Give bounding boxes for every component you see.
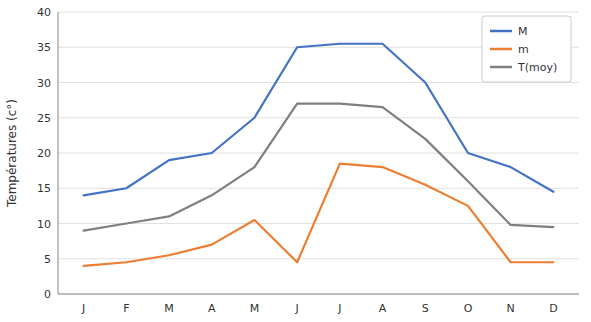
series-line xyxy=(84,164,554,266)
y-axis-label: Températures (c°) xyxy=(5,99,19,208)
x-axis-line xyxy=(58,294,579,295)
grid-line xyxy=(58,294,579,295)
grid-line xyxy=(58,188,579,189)
chart-container: 0 5 10 15 20 25 30 35 40 J F M A M J J A S O N D Températures… xyxy=(0,0,591,322)
x-tick-label: D xyxy=(549,302,557,315)
chart-svg: 0 5 10 15 20 25 30 35 40 J F M A M J J A S O N D Températures… xyxy=(0,0,591,322)
grid-line xyxy=(58,117,579,118)
x-tick-label: M xyxy=(164,302,174,315)
legend-swatch xyxy=(490,66,512,69)
y-tick-label: 25 xyxy=(37,112,51,125)
x-tick-label: F xyxy=(123,302,129,315)
legend-box xyxy=(482,16,571,82)
y-tick-label: 10 xyxy=(37,218,51,231)
grid-line xyxy=(58,12,579,13)
legend-label: M xyxy=(518,25,528,38)
y-tick-label: 5 xyxy=(44,253,51,266)
y-tick-label: 0 xyxy=(44,288,51,301)
legend: Mm T(moy) xyxy=(482,16,571,82)
x-tick-label: J xyxy=(81,302,85,315)
x-tick-label: A xyxy=(379,302,387,315)
legend-label: m xyxy=(518,43,529,56)
x-tick-label: J xyxy=(295,302,299,315)
legend-swatch xyxy=(490,48,512,51)
y-tick-label: 40 xyxy=(37,6,51,19)
legend-label: T(moy) xyxy=(517,61,557,74)
y-tick-label: 35 xyxy=(37,41,51,54)
x-tick-label: M xyxy=(250,302,260,315)
y-tick-label: 20 xyxy=(37,147,51,160)
series-line xyxy=(84,104,554,231)
legend-swatch xyxy=(490,30,512,33)
x-tick-label: A xyxy=(208,302,216,315)
x-tick-label: N xyxy=(507,302,515,315)
x-tick-label: O xyxy=(464,302,473,315)
y-tick-label: 30 xyxy=(37,77,51,90)
grid-line xyxy=(58,153,579,154)
x-tick-label: S xyxy=(422,302,429,315)
grid-line xyxy=(58,258,579,259)
x-axis: JFMAMJJASOND xyxy=(81,302,558,315)
y-axis: 0 5 10 15 20 25 30 35 40 xyxy=(37,6,579,301)
grid-line xyxy=(58,223,579,224)
y-tick-label: 15 xyxy=(37,182,51,195)
x-tick-label: J xyxy=(337,302,341,315)
y-axis-line xyxy=(58,12,59,294)
